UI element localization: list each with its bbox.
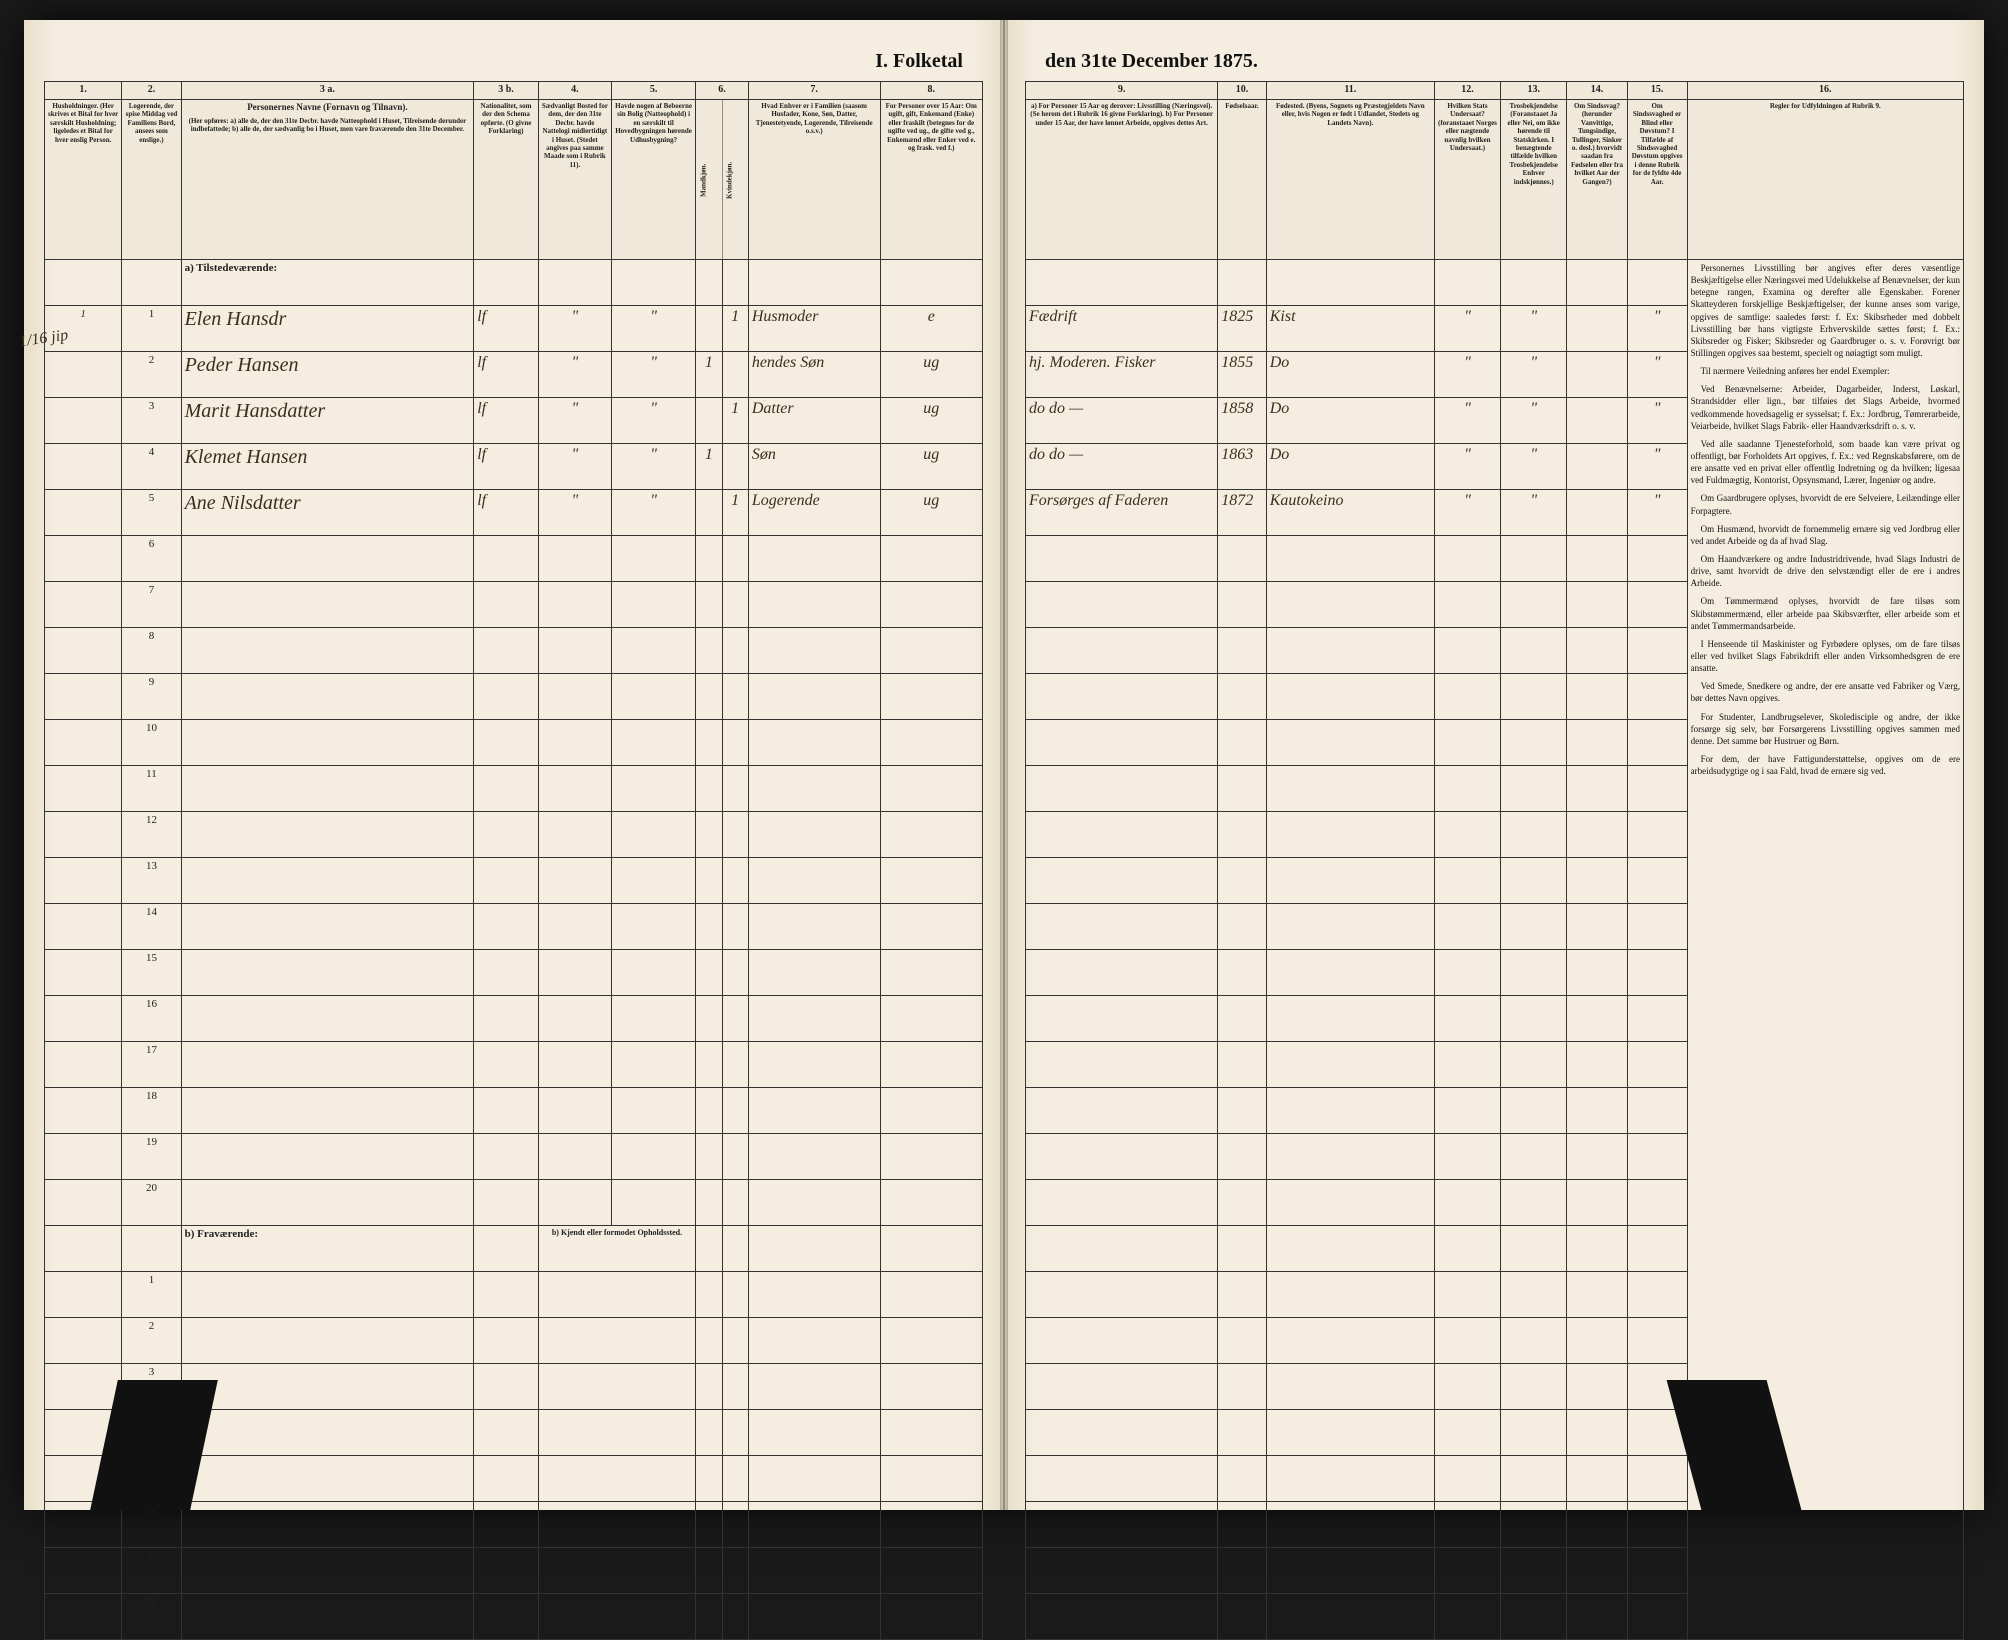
table-row-empty: 8 bbox=[45, 628, 983, 674]
header-3b: Nationalitet, som der den Schema opførte… bbox=[474, 100, 539, 260]
table-row-empty: 14 bbox=[45, 904, 983, 950]
header-15: Om Sindssvaghed er Blind eller Døvstum? … bbox=[1627, 100, 1687, 260]
table-row: 11Elen Hansdrlf""1Husmodere bbox=[45, 306, 983, 352]
header-7: Hvad Enhver er i Familien (saasom Husfad… bbox=[748, 100, 880, 260]
col-num-14: 14. bbox=[1567, 82, 1627, 100]
col-num-12: 12. bbox=[1434, 82, 1500, 100]
table-row-empty: 18 bbox=[45, 1088, 983, 1134]
book-spine bbox=[1000, 20, 1008, 1510]
col-num-2: 2. bbox=[122, 82, 181, 100]
table-row-empty: 15 bbox=[45, 950, 983, 996]
col-num-13: 13. bbox=[1500, 82, 1567, 100]
col-num-11: 11. bbox=[1266, 82, 1434, 100]
col-num-16: 16. bbox=[1687, 82, 1963, 100]
col-num-7: 7. bbox=[748, 82, 880, 100]
table-row-empty: 6 bbox=[45, 536, 983, 582]
right-page: den 31te December 1875. 9. 10. 11. 12. 1… bbox=[1004, 20, 1984, 1510]
table-row-empty: 8 bbox=[45, 1594, 983, 1640]
left-page: I. Folketal 1/16 jip 1. 2. 3 a. 3 b. 4. … bbox=[24, 20, 1004, 1510]
table-row: 4Klemet Hansenlf""1Sønug bbox=[45, 444, 983, 490]
table-row: 2Peder Hansenlf""1hendes Sønug bbox=[45, 352, 983, 398]
header-6a: Mandkjøn. bbox=[696, 100, 722, 260]
header-11: Fødested. (Byens, Sognets og Præstegjeld… bbox=[1266, 100, 1434, 260]
table-row-empty: 17 bbox=[45, 1042, 983, 1088]
table-row-empty: 1 bbox=[45, 1272, 983, 1318]
census-table-right: 9. 10. 11. 12. 13. 14. 15. 16. a) For Pe… bbox=[1025, 81, 1964, 1640]
col-num-15: 15. bbox=[1627, 82, 1687, 100]
table-row-empty: 10 bbox=[45, 720, 983, 766]
page-title-right: den 31te December 1875. bbox=[1025, 50, 1964, 73]
header-16: Regler for Udfyldningen af Rubrik 9. bbox=[1687, 100, 1963, 260]
table-row-empty: 7 bbox=[45, 582, 983, 628]
table-row-empty: 7 bbox=[45, 1548, 983, 1594]
table-row-empty: 20 bbox=[45, 1180, 983, 1226]
header-10: Fødselsaar. bbox=[1218, 100, 1267, 260]
table-row-empty: 9 bbox=[45, 674, 983, 720]
col-num-5: 5. bbox=[611, 82, 695, 100]
section-b-row: b) Fraværende:b) Kjendt eller formodet O… bbox=[45, 1226, 983, 1272]
col-num-4: 4. bbox=[538, 82, 611, 100]
table-row-empty: 16 bbox=[45, 996, 983, 1042]
header-1: Husholdninger. (Her skrives et Bital for… bbox=[45, 100, 122, 260]
table-row-empty: 13 bbox=[45, 858, 983, 904]
header-3a: Personernes Navne (Fornavn og Tilnavn). … bbox=[181, 100, 474, 260]
table-row-empty: 12 bbox=[45, 812, 983, 858]
header-5: Havde nogen af Beboerne sin Bolig (Natte… bbox=[611, 100, 695, 260]
header-13: Trosbekjendelse (Foranstaaet Ja eller Ne… bbox=[1500, 100, 1567, 260]
col-num-3b: 3 b. bbox=[474, 82, 539, 100]
table-row: 5Ane Nilsdatterlf""1Logerendeug bbox=[45, 490, 983, 536]
header-8: For Personer over 15 Aar: Om ugift, gift… bbox=[880, 100, 983, 260]
col-num-1: 1. bbox=[45, 82, 122, 100]
section-a-row: a) Tilstedeværende: bbox=[45, 260, 983, 306]
census-book: I. Folketal 1/16 jip 1. 2. 3 a. 3 b. 4. … bbox=[24, 20, 1984, 1510]
col-num-8: 8. bbox=[880, 82, 983, 100]
col-num-10: 10. bbox=[1218, 82, 1267, 100]
header-9: a) For Personer 15 Aar og derover: Livss… bbox=[1026, 100, 1218, 260]
table-row-empty: 11 bbox=[45, 766, 983, 812]
col-num-9: 9. bbox=[1026, 82, 1218, 100]
col-num-6: 6. bbox=[696, 82, 749, 100]
header-4: Sædvanligt Bosted for dem, der den 31te … bbox=[538, 100, 611, 260]
table-row-empty: 2 bbox=[45, 1318, 983, 1364]
header-2: Logerende, der spise Middag ved Familien… bbox=[122, 100, 181, 260]
section-a-row-right: Personernes Livsstilling bør angives eft… bbox=[1026, 260, 1964, 306]
page-title-left: I. Folketal bbox=[44, 50, 983, 73]
header-12: Hvilken Stats Undersaat? (foranstaaet No… bbox=[1434, 100, 1500, 260]
header-6b: Kvindekjøn. bbox=[722, 100, 748, 260]
table-row: 3Marit Hansdatterlf""1Datterug bbox=[45, 398, 983, 444]
header-14: Om Sindssvag? (herunder Vanvittige, Tung… bbox=[1567, 100, 1627, 260]
table-row-empty: 19 bbox=[45, 1134, 983, 1180]
col-num-3a: 3 a. bbox=[181, 82, 474, 100]
